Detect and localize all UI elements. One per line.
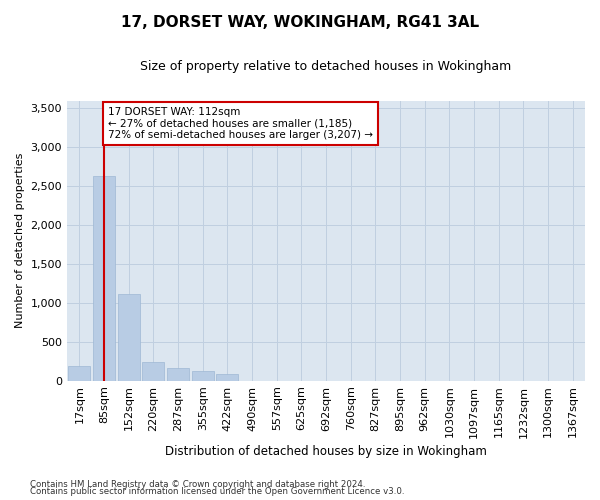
- Bar: [142, 362, 164, 380]
- Bar: [216, 374, 238, 380]
- Title: Size of property relative to detached houses in Wokingham: Size of property relative to detached ho…: [140, 60, 512, 73]
- Bar: [191, 370, 214, 380]
- Text: Contains HM Land Registry data © Crown copyright and database right 2024.: Contains HM Land Registry data © Crown c…: [30, 480, 365, 489]
- X-axis label: Distribution of detached houses by size in Wokingham: Distribution of detached houses by size …: [165, 444, 487, 458]
- Bar: [167, 368, 189, 380]
- Text: 17, DORSET WAY, WOKINGHAM, RG41 3AL: 17, DORSET WAY, WOKINGHAM, RG41 3AL: [121, 15, 479, 30]
- Y-axis label: Number of detached properties: Number of detached properties: [15, 153, 25, 328]
- Bar: [68, 366, 91, 380]
- Text: 17 DORSET WAY: 112sqm
← 27% of detached houses are smaller (1,185)
72% of semi-d: 17 DORSET WAY: 112sqm ← 27% of detached …: [108, 107, 373, 140]
- Bar: [118, 294, 140, 380]
- Text: Contains public sector information licensed under the Open Government Licence v3: Contains public sector information licen…: [30, 488, 404, 496]
- Bar: [93, 176, 115, 380]
